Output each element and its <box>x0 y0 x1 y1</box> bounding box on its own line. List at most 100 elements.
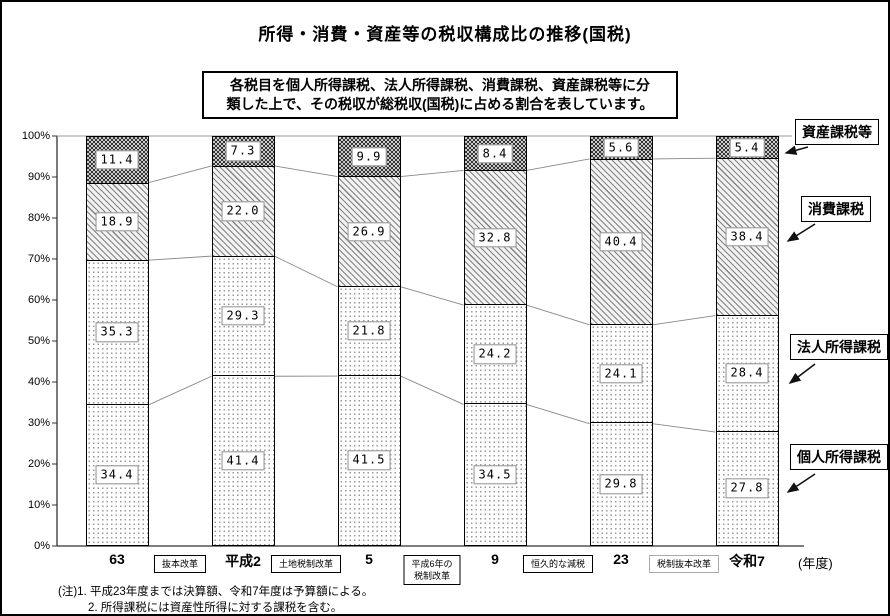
chart-line <box>652 315 716 326</box>
chart-line <box>148 255 212 261</box>
legend-arrow-icon <box>788 363 816 384</box>
chart-line <box>274 165 338 177</box>
description-box: 各税目を個人所得課税、法人所得課税、消費課税、資産課税等に分 類した上で、その税… <box>202 71 678 119</box>
legend-arrow-icon <box>786 473 816 493</box>
bar-segment: 24.1 <box>590 324 652 424</box>
reform-event-box: 恒久的な減税 <box>522 555 594 574</box>
segment-value-label: 27.8 <box>725 478 769 498</box>
bar-segment: 7.3 <box>212 137 274 167</box>
legend-label-corporate-income-tax: 法人所得課税 <box>790 334 888 360</box>
y-tick-label: 0% <box>34 540 50 552</box>
segment-value-label: 41.5 <box>347 450 391 471</box>
bar-segment: 29.8 <box>590 423 652 545</box>
bar-segment: 41.5 <box>338 375 400 545</box>
bar-segment: 34.5 <box>464 404 526 545</box>
y-tick-label: 30% <box>27 417 50 429</box>
bar-column: 11.4 18.9 35.3 34.4 <box>85 136 149 546</box>
bar-segment: 40.4 <box>590 159 652 325</box>
x-tick-label: 63 <box>109 551 125 567</box>
bar-segment: 11.4 <box>86 137 148 184</box>
reform-event-box: 平成6年の 税制改革 <box>403 555 461 586</box>
segment-value-label: 22.0 <box>221 201 265 221</box>
x-tick-label: 令和7 <box>729 553 765 569</box>
segment-value-label: 24.2 <box>473 344 517 364</box>
footnotes: (注)1. 平成23年度までは決算額、令和7年度は予算額による。 2. 所得課税… <box>58 585 374 614</box>
segment-value-label: 29.8 <box>599 474 643 494</box>
chart-line <box>526 304 590 326</box>
x-tick-label: 5 <box>365 551 373 567</box>
segment-value-label: 41.4 <box>221 450 265 471</box>
y-tick-label: 80% <box>27 212 50 224</box>
segment-value-label: 11.4 <box>95 150 139 170</box>
legend-label-individual-income-tax: 個人所得課税 <box>790 444 888 470</box>
legend-arrow-icon <box>786 223 816 242</box>
y-tick-label: 50% <box>27 335 50 347</box>
legend-arrow-icon <box>784 145 809 155</box>
chart-line <box>652 423 716 433</box>
y-tick-label: 10% <box>27 499 50 511</box>
chart-line <box>526 158 590 171</box>
segment-value-label: 38.4 <box>725 227 769 247</box>
bar-segment: 5.4 <box>716 137 778 160</box>
bar-segment: 9.9 <box>338 137 400 178</box>
segment-value-label: 26.9 <box>347 221 391 242</box>
chart-title: 所得・消費・資産等の税収構成比の推移(国税) <box>258 25 632 44</box>
description-line-1: 各税目を個人所得課税、法人所得課税、消費課税、資産課税等に分 <box>230 77 650 93</box>
bar-segment: 27.8 <box>716 431 778 545</box>
segment-value-label: 21.8 <box>347 321 391 341</box>
bar-segment: 41.4 <box>212 376 274 545</box>
chart-line <box>274 255 338 288</box>
bar-segment: 34.4 <box>86 404 148 545</box>
x-tick-label: 23 <box>613 551 629 567</box>
footnote-line-1: (注)1. 平成23年度までは決算額、令和7年度は予算額による。 <box>58 586 374 598</box>
description-line-2: 類した上で、その税収が総税収(国税)に占める割合を表しています。 <box>226 95 654 112</box>
segment-value-label: 18.9 <box>95 211 139 232</box>
bar-column: 8.4 32.8 24.2 34.5 <box>463 136 527 546</box>
x-tick-label: 平成2 <box>225 553 261 569</box>
segment-value-label: 5.6 <box>603 138 639 158</box>
x-tick-label: 9 <box>491 551 499 567</box>
bar-segment: 38.4 <box>716 159 778 316</box>
y-tick-label: 70% <box>27 253 50 265</box>
bar-segment: 5.6 <box>590 137 652 160</box>
segment-value-label: 32.8 <box>473 228 517 248</box>
chart-line <box>148 165 212 184</box>
bar-column: 7.3 22.0 29.3 41.4 <box>211 136 275 546</box>
chart-line <box>400 170 464 177</box>
chart-line <box>526 403 590 425</box>
legend-label-asset-tax: 資産課税等 <box>795 119 879 145</box>
segment-value-label: 5.4 <box>729 137 765 158</box>
bar-segment: 18.9 <box>86 183 148 261</box>
segment-value-label: 7.3 <box>225 141 261 162</box>
bar-segment: 26.9 <box>338 177 400 287</box>
segment-value-label: 24.1 <box>599 363 643 384</box>
chart-line <box>652 157 716 160</box>
y-tick-label: 100% <box>21 130 50 142</box>
segment-value-label: 28.4 <box>725 363 769 383</box>
chart-line <box>148 375 212 406</box>
segment-value-label: 9.9 <box>351 146 387 167</box>
y-tick-label: 20% <box>27 458 50 470</box>
bar-column: 5.4 38.4 28.4 27.8 <box>715 136 779 546</box>
segment-value-label: 34.5 <box>473 464 517 485</box>
segment-value-label: 40.4 <box>599 232 643 252</box>
bar-column: 5.6 40.4 24.1 29.8 <box>589 136 653 546</box>
segment-value-label: 8.4 <box>477 143 513 164</box>
segment-value-label: 35.3 <box>95 322 139 342</box>
segment-value-label: 34.4 <box>95 465 139 485</box>
footnote-line-2: 2. 所得課税には資産性所得に対する課税を含む。 <box>88 601 343 614</box>
x-axis-unit-label: (年度) <box>798 556 833 571</box>
bar-column: 9.9 26.9 21.8 41.5 <box>337 136 401 546</box>
y-tick-label: 40% <box>27 376 50 388</box>
y-tick-label: 90% <box>27 171 50 183</box>
bar-segment: 29.3 <box>212 256 274 377</box>
bar-segment: 21.8 <box>338 286 400 376</box>
bar-segment: 22.0 <box>212 166 274 257</box>
chart-line <box>400 286 464 306</box>
bar-segment: 8.4 <box>464 137 526 172</box>
bar-segment: 35.3 <box>86 260 148 405</box>
bar-segment: 28.4 <box>716 315 778 432</box>
